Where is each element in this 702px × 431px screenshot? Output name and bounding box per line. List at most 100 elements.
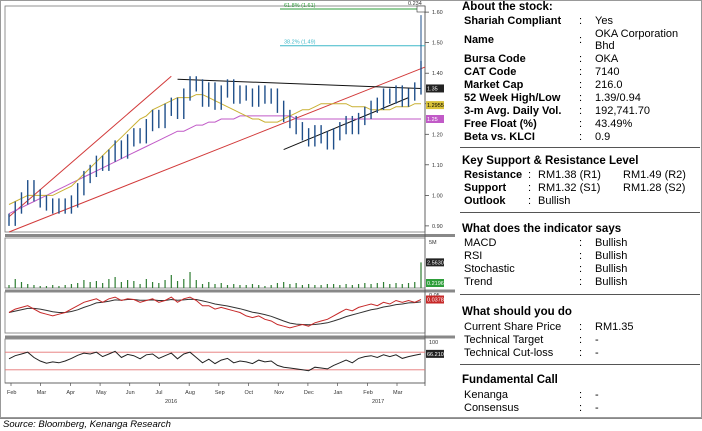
resistance-line	[177, 78, 422, 89]
indicators-title: What does the indicator says	[462, 223, 622, 235]
about-value: 216.0	[595, 79, 623, 91]
macd-signal-line	[8, 298, 422, 326]
indicator-colon: :	[579, 263, 583, 275]
support-label: Support	[464, 182, 507, 194]
fundamental-colon: :	[579, 389, 583, 401]
month-label: Sep	[215, 390, 225, 396]
fundamental-label: Kenanga	[464, 389, 509, 401]
resistance-r2: RM1.49 (R2)	[623, 169, 686, 181]
about-colon: :	[579, 15, 583, 27]
panel-separator	[5, 335, 455, 339]
action-label: Technical Cut-loss	[464, 347, 554, 359]
about-colon: :	[579, 79, 583, 91]
about-value: 43.49%	[595, 118, 633, 130]
volume-avg-label-box	[426, 279, 444, 287]
divider	[460, 364, 700, 365]
indicator-value: Bullish	[595, 276, 628, 288]
panel-frame	[4, 338, 426, 384]
indicator-label: MACD	[464, 237, 497, 249]
current-price-label: 1.35	[427, 86, 438, 92]
about-label: Free Float (%)	[464, 118, 537, 130]
year-label: 2016	[165, 399, 177, 405]
month-label: Feb	[363, 390, 372, 396]
about-value: 0.9	[595, 131, 611, 143]
about-colon: :	[579, 92, 583, 104]
indicator-colon: :	[579, 250, 583, 262]
outlook-label: Outlook	[464, 195, 506, 207]
month-label: Feb	[7, 390, 16, 396]
outlook-value: Bullish	[538, 195, 571, 207]
indicator-value: Bullish	[595, 250, 628, 262]
price-tick-label: 1.10	[432, 163, 443, 169]
indicator-colon: :	[579, 237, 583, 249]
indicator-value: Bullish	[595, 263, 628, 275]
annotation-label: 0.234	[408, 1, 422, 7]
about-label: Shariah Compliant	[464, 15, 562, 27]
divider	[460, 212, 700, 213]
fundamental-title: Fundamental Call	[462, 374, 558, 386]
action-colon: :	[579, 321, 583, 333]
fib-label: 38.2% (1.49)	[284, 40, 316, 46]
fundamental-value: -	[595, 389, 599, 401]
levels-title: Key Support & Resistance Level	[462, 155, 639, 167]
about-value: 1.39/0.94	[595, 92, 641, 104]
month-label: Nov	[274, 390, 284, 396]
about-colon: :	[579, 34, 583, 46]
current-price-label-box	[426, 84, 444, 93]
rsi-last-label: 66.2106	[427, 352, 447, 358]
divider	[460, 294, 700, 295]
support-s1: RM1.32 (S1)	[538, 182, 601, 194]
fib-label: 61.8% (1.61)	[284, 3, 316, 9]
month-label: Jul	[155, 390, 162, 396]
about-value: 7140	[595, 66, 620, 78]
about-label: 52 Week High/Low	[464, 92, 561, 104]
price-tick-label: 1.40	[432, 71, 443, 77]
rsi-last-label-box	[426, 349, 444, 358]
volume-avg-label: 0.2196M	[427, 281, 449, 287]
fundamental-value: -	[595, 402, 599, 414]
macd-last-label: 0.0378	[427, 298, 444, 304]
price-tick-label: 1.50	[432, 41, 443, 47]
indicator-label: RSI	[464, 250, 483, 262]
month-label: Oct	[245, 390, 254, 396]
source-note: Source: Bloomberg, Kenanga Research	[0, 418, 702, 430]
about-value: 192,741.70	[595, 105, 651, 117]
fundamental-label: Consensus	[464, 402, 520, 414]
indicator-label: Trend	[464, 276, 493, 288]
panel-separator	[5, 289, 455, 293]
macd-line	[8, 296, 422, 329]
month-label: Mar	[37, 390, 47, 396]
month-label: May	[96, 390, 107, 396]
about-colon: :	[579, 118, 583, 130]
resistance-r1: RM1.38 (R1)	[538, 169, 601, 181]
about-colon: :	[579, 53, 583, 65]
about-value: Yes	[595, 15, 613, 27]
annotation-box	[416, 5, 426, 13]
support-colon: :	[528, 182, 532, 194]
indicator-label: Stochastic	[464, 263, 515, 275]
outlook-colon: :	[528, 195, 532, 207]
action-colon: :	[579, 347, 583, 359]
price-tick-label: 0.90	[432, 224, 443, 230]
resistance-label: Resistance	[464, 169, 523, 181]
panel-frame	[4, 291, 426, 334]
about-label: Beta vs. KLCI	[464, 131, 535, 143]
rsi-axis-label: 100	[429, 340, 438, 346]
month-label: Jan	[334, 390, 343, 396]
about-colon: :	[579, 105, 583, 117]
month-label: Mar	[393, 390, 403, 396]
rsi-line	[8, 350, 422, 372]
volume-last-label-box	[426, 258, 444, 267]
ma-short-label-box	[426, 101, 444, 110]
about-label: Name	[464, 34, 494, 46]
trend-channel-upper	[8, 75, 172, 218]
month-label: Apr	[66, 390, 75, 396]
month-label: Aug	[185, 390, 195, 396]
macd-last-label-box	[426, 295, 444, 304]
action-value: -	[595, 334, 599, 346]
action-value: -	[595, 347, 599, 359]
price-tick-label: 1.20	[432, 132, 443, 138]
indicator-value: Bullish	[595, 237, 628, 249]
panel-frame	[4, 237, 426, 289]
month-label: Dec	[304, 390, 314, 396]
